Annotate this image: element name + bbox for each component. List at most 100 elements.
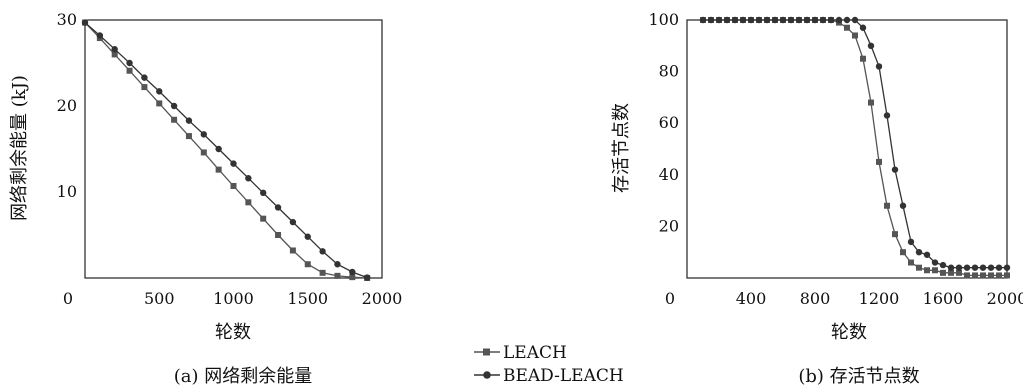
chart-b-ytick-label: 100 xyxy=(648,10,679,29)
chart-b-ytick-label: 60 xyxy=(659,113,679,132)
chart-a-point-bead-leach xyxy=(304,233,311,240)
chart-b-point-leach xyxy=(996,272,1002,279)
chart-b-point-bead-leach xyxy=(843,16,851,24)
chart-a-point-leach xyxy=(126,67,133,74)
chart-a-point-bead-leach xyxy=(334,261,341,268)
chart-b-caption: (b) 存活节点数 xyxy=(798,366,919,387)
chart-b-point-leach xyxy=(924,267,930,274)
chart-b-point-bead-leach xyxy=(707,16,715,24)
chart-a-point-bead-leach xyxy=(81,19,89,26)
chart-b-point-bead-leach xyxy=(819,16,827,24)
chart-b-xlabel: 轮数 xyxy=(831,322,867,343)
chart-b-point-bead-leach xyxy=(1003,264,1011,271)
legend-marker-circle xyxy=(483,371,491,379)
chart-b-point-leach xyxy=(868,99,874,106)
chart-b-point-bead-leach xyxy=(979,264,987,271)
chart-a-point-bead-leach xyxy=(245,175,252,182)
chart-a-point-leach xyxy=(275,232,282,238)
chart-b-point-leach xyxy=(908,259,914,266)
chart-b-point-bead-leach xyxy=(875,63,883,70)
chart-b-series-line-bead-leach xyxy=(703,19,1007,269)
chart-a-origin-label: 0 xyxy=(63,289,73,308)
chart-b-point-leach xyxy=(916,264,922,271)
chart-b-point-leach xyxy=(876,158,882,165)
chart-b-point-bead-leach xyxy=(931,259,939,266)
chart-b-point-bead-leach xyxy=(747,16,755,24)
chart-a-point-bead-leach xyxy=(170,102,178,110)
chart-b-origin-label: 0 xyxy=(665,289,675,308)
chart-b-point-bead-leach xyxy=(923,251,931,258)
chart-b-point-bead-leach xyxy=(955,264,963,271)
chart-a-point-leach xyxy=(349,274,356,281)
chart-b-point-bead-leach xyxy=(715,16,723,24)
chart-a-ytick-label: 30 xyxy=(57,10,77,29)
chart-a-point-bead-leach xyxy=(111,46,118,53)
chart-b-xtick-label: 1600 xyxy=(923,289,964,308)
chart-b-point-bead-leach xyxy=(995,264,1003,271)
chart-b-point-leach xyxy=(892,231,898,238)
chart-b-point-bead-leach xyxy=(779,16,787,24)
chart-b-point-leach xyxy=(988,272,994,279)
chart-b-point-bead-leach xyxy=(787,16,795,24)
chart-b-ytick-label: 20 xyxy=(659,216,679,235)
chart-b-point-bead-leach xyxy=(947,264,955,271)
chart-b-point-bead-leach xyxy=(763,16,771,24)
chart-b-point-bead-leach xyxy=(867,42,875,49)
chart-a-point-leach xyxy=(334,272,341,279)
chart-a-xtick-label: 1000 xyxy=(213,289,254,308)
chart-b-point-bead-leach xyxy=(731,16,739,24)
chart-b-point-bead-leach xyxy=(859,24,867,31)
chart-b-xtick-label: 1200 xyxy=(859,289,900,308)
chart-b-point-bead-leach xyxy=(795,16,803,24)
chart-b-point-leach xyxy=(1004,272,1010,279)
chart-b-point-bead-leach xyxy=(907,238,915,246)
chart-a-point-leach xyxy=(156,100,163,107)
chart-b-ylabel: 存活节点数 xyxy=(611,103,632,193)
chart-a-point-bead-leach xyxy=(363,274,371,281)
chart-b-point-bead-leach xyxy=(835,16,843,24)
plot-b-frame xyxy=(686,19,1008,279)
chart-a-point-leach xyxy=(171,116,178,123)
chart-b-point-bead-leach xyxy=(883,112,891,119)
chart-a-xtick-label: 500 xyxy=(144,289,175,308)
chart-a-xtick-label: 1500 xyxy=(287,289,328,308)
chart-b-point-leach xyxy=(932,267,938,274)
chart-a-ytick-label: 20 xyxy=(57,96,77,115)
chart-b-point-bead-leach xyxy=(971,264,979,271)
chart-a-point-leach xyxy=(230,182,237,189)
chart-a-point-bead-leach xyxy=(319,248,326,255)
chart-b-point-bead-leach xyxy=(755,16,763,24)
chart-b-point-leach xyxy=(900,249,906,256)
chart-a-point-bead-leach xyxy=(230,160,237,167)
chart-b-point-bead-leach xyxy=(699,16,707,24)
chart-b-point-bead-leach xyxy=(771,16,779,24)
chart-a-point-leach xyxy=(215,166,222,173)
chart-a-point-bead-leach xyxy=(141,74,148,81)
chart-a-point-leach xyxy=(260,215,267,222)
chart-a-series-line-bead-leach xyxy=(84,22,368,279)
chart-b-point-bead-leach xyxy=(811,16,819,24)
chart-b-point-leach xyxy=(956,269,962,276)
chart-a-point-bead-leach xyxy=(349,268,356,276)
chart-b-ytick-label: 80 xyxy=(659,62,679,81)
legend-label-bead-leach: BEAD-LEACH xyxy=(503,366,624,386)
chart-a-point-leach xyxy=(111,51,118,58)
chart-a-point-leach xyxy=(141,84,148,91)
chart-b-point-leach xyxy=(964,272,970,279)
plot-b: 400 800 1200 1600 2000 20 40 60 80 100 xyxy=(648,10,1023,308)
chart-b-xtick-label: 400 xyxy=(736,289,767,308)
chart-b-point-leach xyxy=(980,272,986,279)
chart-a-xlabel: 轮数 xyxy=(215,322,251,343)
chart-a-point-leach xyxy=(185,133,192,140)
chart-a-point-bead-leach xyxy=(289,218,297,226)
chart-b-point-bead-leach xyxy=(899,202,907,209)
chart-a-point-bead-leach xyxy=(156,88,163,95)
chart-b-point-leach xyxy=(972,272,978,279)
chart-b-point-bead-leach xyxy=(915,249,923,256)
plot-a: 500 1000 1500 2000 10 20 30 xyxy=(57,10,403,308)
legend-marker-square xyxy=(483,348,490,356)
chart-a-point-leach xyxy=(200,149,207,156)
legend-label-leach: LEACH xyxy=(503,343,567,363)
chart-a-xtick-label: 2000 xyxy=(362,289,403,308)
